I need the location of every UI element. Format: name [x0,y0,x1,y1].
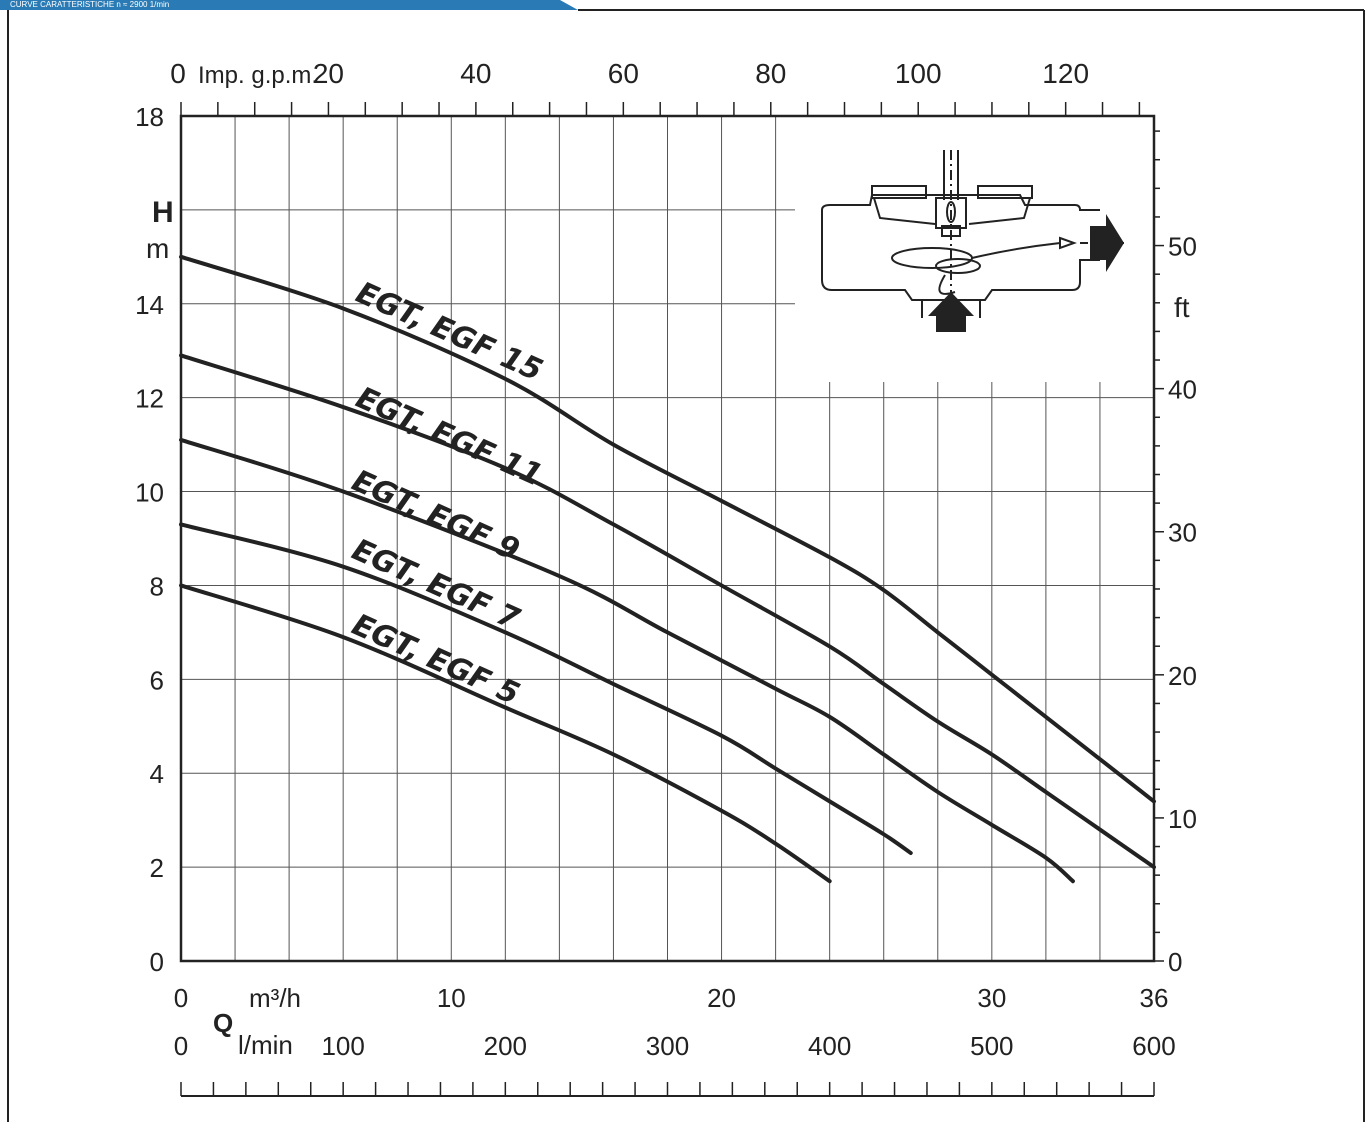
tick-label-lmin: 300 [646,1031,689,1061]
tick-label-ft: 0 [1168,947,1182,977]
tick-label-lmin: 600 [1132,1031,1175,1061]
curve-line [179,353,1156,870]
tick-label-ft: 30 [1168,518,1197,548]
tick-label-m: 18 [135,102,164,132]
tick-label-lmin: 500 [970,1031,1013,1061]
tick-label-ft: 50 [1168,232,1197,262]
tick-label-impgpm: 20 [313,58,344,89]
tick-label-m3h: 0 [174,983,188,1013]
x-axis-label: Q [213,1008,233,1038]
tick-label-m: 0 [150,947,164,977]
tick-label-lmin: 100 [321,1031,364,1061]
y-axis-label: H [152,196,174,229]
plot-frame [179,114,1156,963]
tick-label-m: 2 [150,853,164,883]
inlet-arrow-icon [928,292,974,332]
tick-label-m: 4 [150,759,164,789]
y-unit-right: ft [1174,292,1190,323]
tick-label-m3h: 30 [977,983,1006,1013]
tick-label-m3h: 20 [707,983,736,1013]
tick-label-impgpm: 120 [1042,58,1089,89]
tick-label-impgpm: 40 [460,58,491,89]
tick-label-m: 10 [135,478,164,508]
tick-label-lmin: 400 [808,1031,851,1061]
curve-line [179,254,1156,804]
curve-line [179,583,832,884]
curve-label: EGT, EGF 15 [351,275,548,388]
x-unit-lmin: l/min [238,1030,293,1060]
x-unit-m3h: m³/h [249,983,301,1013]
x-unit-impgpm: Imp. g.p.m. [198,62,318,89]
header-tab-shape [0,0,578,10]
pump-diagram [821,150,1125,332]
axis-labels: H m ft Q m³/h l/min Imp. g.p.m. [146,62,1190,1060]
tick-label-lmin: 0 [174,1031,188,1061]
header-tab: CURVE CARATTERISTICHE n ≈ 2900 1/min [0,0,578,10]
curve-line [179,522,913,856]
tick-label-m: 14 [135,290,164,320]
tick-label-m: 12 [135,384,164,414]
tick-label-m3h: 36 [1140,983,1169,1013]
tick-label-ft: 10 [1168,804,1197,834]
outlet-arrow-icon [1090,214,1124,272]
tick-label-lmin: 200 [484,1031,527,1061]
impeller-cross-section-icon [821,150,1125,320]
tick-label-ft: 40 [1168,375,1197,405]
tick-label-m: 6 [150,665,164,695]
tick-label-impgpm: 60 [608,58,639,89]
tick-label-impgpm: 80 [755,58,786,89]
header-tab-text: CURVE CARATTERISTICHE n ≈ 2900 1/min [10,0,169,9]
tick-label-impgpm: 100 [895,58,942,89]
tick-label-ft: 20 [1168,661,1197,691]
curve-line [179,437,1075,884]
tick-label-impgpm: 0 [170,58,186,89]
tick-label-m: 8 [150,571,164,601]
tick-label-m3h: 10 [437,983,466,1013]
y-unit-left: m [146,233,169,264]
